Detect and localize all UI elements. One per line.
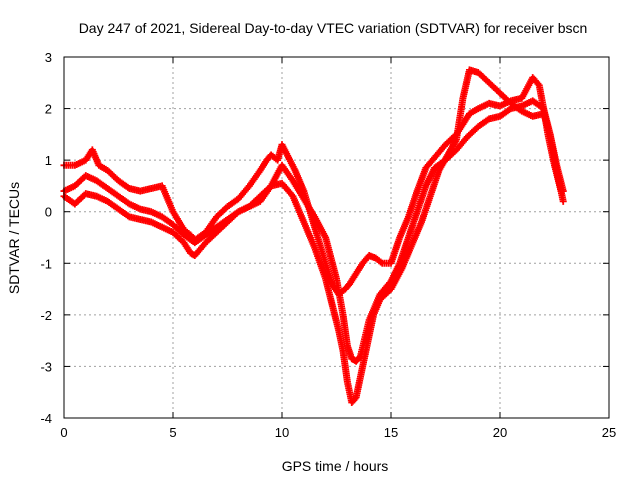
x-tick-label: 10	[275, 425, 289, 440]
y-tick-label: 1	[45, 153, 52, 168]
chart-title: Day 247 of 2021, Sidereal Day-to-day VTE…	[79, 20, 588, 36]
tick-labels: 0 5 10 15 20 25 -4 -3 -2 -1 0 1 2 3	[40, 50, 616, 440]
y-tick-label: 0	[45, 205, 52, 220]
data-points	[60, 66, 567, 407]
y-tick-label: -3	[40, 359, 52, 374]
data-point	[559, 197, 567, 205]
x-tick-label: 15	[384, 425, 398, 440]
plot-frame	[63, 56, 610, 419]
y-tick-label: 2	[45, 102, 52, 117]
y-axis-label: SDTVAR / TECUs	[6, 182, 22, 294]
x-tick-label: 25	[602, 425, 616, 440]
x-tick-label: 20	[493, 425, 507, 440]
x-tick-label: 0	[60, 425, 67, 440]
x-tick-label: 5	[169, 425, 176, 440]
y-tick-label: 3	[45, 50, 52, 65]
y-tick-label: -4	[40, 411, 52, 426]
y-tick-label: -2	[40, 308, 52, 323]
y-tick-label: -1	[40, 256, 52, 271]
x-axis-label: GPS time / hours	[282, 458, 389, 474]
